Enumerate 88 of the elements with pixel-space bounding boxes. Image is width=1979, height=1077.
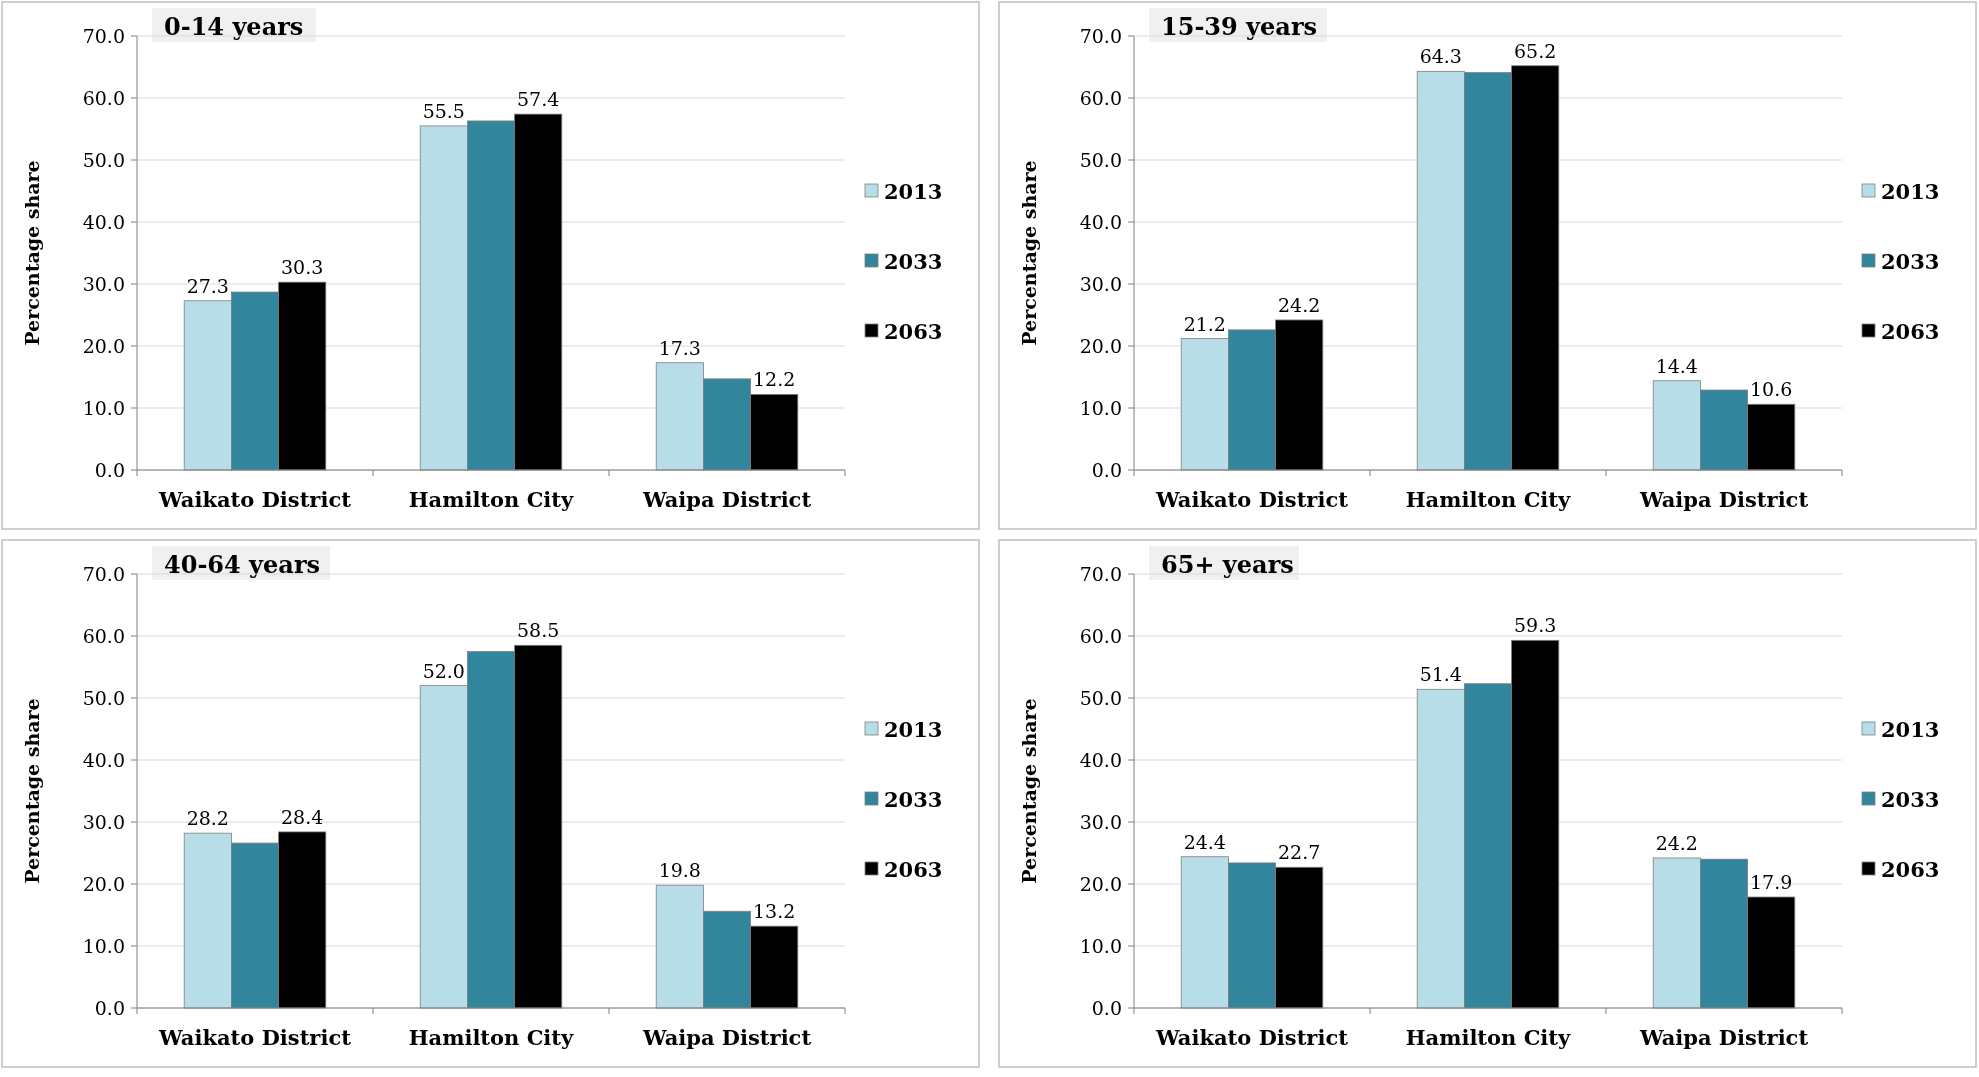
x-tick-label: Waikato District (158, 1025, 352, 1050)
y-tick-label: 20.0 (1079, 334, 1122, 357)
y-tick-label: 60.0 (1079, 624, 1122, 647)
data-label: 24.2 (1278, 293, 1321, 316)
y-tick-label: 40.0 (1079, 210, 1122, 233)
x-tick-label: Waikato District (1155, 487, 1349, 512)
y-tick-label: 0.0 (1091, 458, 1122, 481)
legend-label: 2013 (1881, 179, 1940, 205)
x-tick-label: Waipa District (1638, 1025, 1809, 1050)
y-tick-label: 30.0 (82, 272, 125, 295)
y-tick-label: 50.0 (82, 148, 125, 171)
data-label: 52.0 (422, 659, 465, 682)
data-label: 64.3 (1419, 45, 1462, 68)
data-label: 27.3 (186, 274, 229, 297)
data-label: 12.2 (753, 368, 796, 391)
y-axis-title: Percentage share (21, 160, 43, 346)
x-tick-label: Waipa District (641, 1025, 812, 1050)
y-tick-label: 0.0 (94, 458, 125, 481)
data-label: 22.7 (1278, 841, 1321, 864)
y-axis-title: Percentage share (1018, 160, 1040, 346)
legend-label: 2063 (1881, 857, 1940, 883)
y-tick-label: 10.0 (1079, 396, 1122, 419)
x-tick-label: Hamilton City (1405, 1025, 1572, 1050)
y-tick-label: 40.0 (82, 210, 125, 233)
y-tick-label: 50.0 (1079, 148, 1122, 171)
y-tick-label: 70.0 (82, 24, 125, 47)
y-tick-label: 50.0 (1079, 686, 1122, 709)
y-tick-label: 20.0 (82, 872, 125, 895)
y-tick-label: 60.0 (82, 624, 125, 647)
y-tick-label: 60.0 (1079, 86, 1122, 109)
data-label: 10.6 (1750, 378, 1793, 401)
data-label: 57.4 (517, 88, 560, 111)
x-tick-label: Waikato District (1155, 1025, 1349, 1050)
x-tick-label: Hamilton City (408, 1025, 575, 1050)
x-tick-label: Hamilton City (1405, 487, 1572, 512)
y-tick-label: 70.0 (1079, 562, 1122, 585)
y-tick-label: 70.0 (1079, 24, 1122, 47)
data-label: 21.2 (1183, 312, 1226, 335)
x-tick-label: Hamilton City (408, 487, 575, 512)
data-label: 19.8 (658, 859, 701, 882)
y-tick-label: 10.0 (1079, 934, 1122, 957)
legend-label: 2013 (1881, 717, 1940, 743)
y-tick-label: 20.0 (82, 334, 125, 357)
chart-title: 40-64 years (164, 550, 321, 579)
x-tick-label: Waipa District (641, 487, 812, 512)
legend-label: 2033 (884, 787, 943, 813)
legend-label: 2063 (884, 319, 943, 345)
legend-label: 2033 (1881, 787, 1940, 813)
data-label: 14.4 (1655, 354, 1698, 377)
y-tick-label: 30.0 (1079, 272, 1122, 295)
legend-label: 2063 (884, 857, 943, 883)
legend-label: 2033 (1881, 249, 1940, 275)
y-tick-label: 10.0 (82, 934, 125, 957)
chart-title: 15-39 years (1161, 12, 1318, 41)
y-tick-label: 60.0 (82, 86, 125, 109)
y-axis-title: Percentage share (21, 698, 43, 884)
data-label: 24.4 (1183, 830, 1226, 853)
y-tick-label: 50.0 (82, 686, 125, 709)
data-label: 24.2 (1655, 831, 1698, 854)
data-label: 30.3 (281, 256, 324, 279)
data-label: 58.5 (517, 619, 560, 642)
data-label: 59.3 (1514, 614, 1557, 637)
data-label: 13.2 (753, 900, 796, 923)
data-label: 17.3 (658, 336, 701, 359)
data-label: 51.4 (1419, 663, 1462, 686)
legend-label: 2033 (884, 249, 943, 275)
data-label: 28.4 (281, 805, 324, 828)
x-tick-label: Waipa District (1638, 487, 1809, 512)
y-tick-label: 0.0 (94, 996, 125, 1019)
y-tick-label: 30.0 (1079, 810, 1122, 833)
x-tick-label: Waikato District (158, 487, 352, 512)
data-label: 55.5 (422, 99, 465, 122)
y-tick-label: 40.0 (82, 748, 125, 771)
y-tick-label: 20.0 (1079, 872, 1122, 895)
y-tick-label: 0.0 (1091, 996, 1122, 1019)
y-tick-label: 40.0 (1079, 748, 1122, 771)
data-label: 17.9 (1750, 871, 1793, 894)
data-label: 65.2 (1514, 39, 1557, 62)
y-tick-label: 10.0 (82, 396, 125, 419)
data-label: 28.2 (186, 807, 229, 830)
y-tick-label: 30.0 (82, 810, 125, 833)
y-axis-title: Percentage share (1018, 698, 1040, 884)
y-tick-label: 70.0 (82, 562, 125, 585)
legend-label: 2063 (1881, 319, 1940, 345)
legend-label: 2013 (884, 179, 943, 205)
legend-label: 2013 (884, 717, 943, 743)
chart-title: 0-14 years (164, 12, 304, 41)
chart-title: 65+ years (1161, 550, 1294, 579)
